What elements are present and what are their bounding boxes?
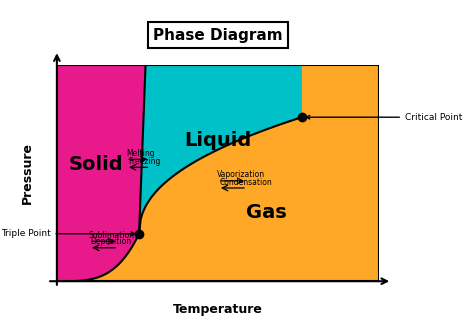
Text: Phase Diagram: Phase Diagram: [153, 28, 283, 43]
Text: Condensation: Condensation: [219, 178, 273, 187]
Text: Melting: Melting: [126, 149, 155, 158]
Text: Deposition: Deposition: [91, 237, 132, 247]
Text: Pressure: Pressure: [21, 142, 35, 204]
Text: Sublimation: Sublimation: [89, 231, 135, 240]
Text: Critical Point: Critical Point: [306, 113, 462, 122]
Text: Triple Point: Triple Point: [0, 229, 135, 238]
Polygon shape: [57, 65, 146, 281]
Text: Liquid: Liquid: [184, 131, 252, 150]
Text: Temperature: Temperature: [173, 303, 263, 316]
Text: Freezing: Freezing: [128, 157, 160, 166]
Text: Gas: Gas: [246, 203, 287, 222]
Text: Vaporization: Vaporization: [218, 170, 265, 179]
Polygon shape: [139, 65, 302, 234]
Text: Solid: Solid: [68, 155, 123, 174]
